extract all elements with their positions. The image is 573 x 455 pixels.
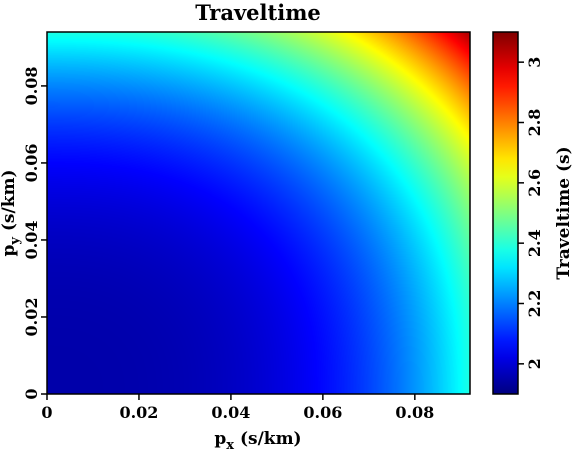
y-axis-label-sub: y [8,237,23,246]
x-tick-label: 0.02 [119,403,158,422]
y-axis-label-base: p [0,245,19,257]
y-tick-label: 0.02 [22,297,41,336]
colorbar-tick-label: 3 [525,57,544,68]
y-tick-label: 0.08 [22,66,41,105]
x-axis-label-unit: (s/km) [234,429,302,449]
colorbar-tick-label: 2 [525,358,544,369]
heatmap-plot [47,32,470,394]
x-axis-label: px (s/km) [214,429,301,453]
colorbar-tick-label: 2.2 [525,290,544,318]
colorbar [493,32,518,394]
x-axis-ticks: 0 0.02 0.04 0.06 0.08 [41,394,434,422]
x-axis-label-base: p [214,429,226,449]
colorbar-tick-label: 2.6 [525,169,544,197]
plot-frame [46,31,471,395]
colorbar-label: Traveltime (s) [554,146,573,279]
colorbar-tick-label: 2.4 [525,229,544,257]
heatmap-image [47,32,470,394]
x-tick-label: 0.04 [211,403,250,422]
x-axis-label-sub: x [226,438,234,453]
y-tick-label: 0.06 [22,143,41,182]
y-tick-label: 0.04 [22,220,41,259]
x-tick-label: 0.06 [303,403,342,422]
y-tick-label: 0 [22,388,41,399]
colorbar-ticks: 2 2.2 2.4 2.6 2.8 3 [518,57,544,369]
y-axis-label: py (s/km) [0,169,23,256]
y-axis-label-unit: (s/km) [0,169,19,237]
colorbar-frame [492,31,519,395]
x-tick-label: 0 [41,403,52,422]
colorbar-gradient [493,32,518,394]
colorbar-tick-label: 2.8 [525,109,544,137]
x-tick-label: 0.08 [395,403,434,422]
chart-title: Traveltime [195,0,321,25]
y-axis-ticks: 0 0.02 0.04 0.06 0.08 [22,66,47,400]
